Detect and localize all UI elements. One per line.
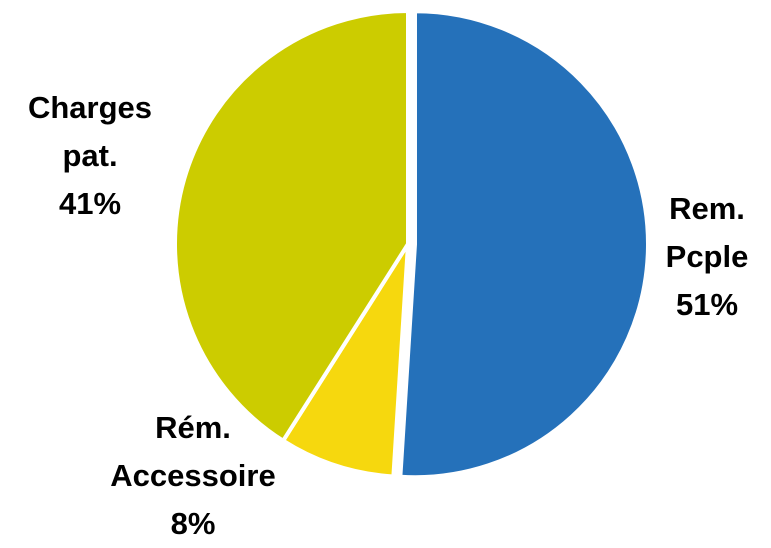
pie-slice-0 bbox=[398, 9, 650, 480]
pie-slice-2 bbox=[173, 9, 410, 443]
slice-label-line: Accessoire bbox=[110, 458, 276, 493]
slice-label-line: pat. bbox=[62, 138, 118, 173]
slice-label-charges-pat: Charges pat. 41% bbox=[15, 84, 165, 228]
slice-label-line: Pcple bbox=[665, 239, 749, 274]
pie-svg bbox=[173, 9, 650, 480]
slice-label-line: Charges bbox=[27, 90, 153, 125]
slice-percent: 51% bbox=[675, 287, 739, 322]
slice-percent: 41% bbox=[58, 186, 122, 221]
pie-slice-1 bbox=[281, 242, 410, 479]
slice-label-rem-pcple: Rem. Pcple 51% bbox=[652, 185, 762, 329]
slice-label-line: Rem. bbox=[669, 191, 745, 226]
slice-percent: 8% bbox=[170, 506, 216, 541]
slice-label-rem-accessoire: Rém. Accessoire 8% bbox=[98, 404, 288, 548]
slice-label-line: Rém. bbox=[155, 410, 231, 445]
